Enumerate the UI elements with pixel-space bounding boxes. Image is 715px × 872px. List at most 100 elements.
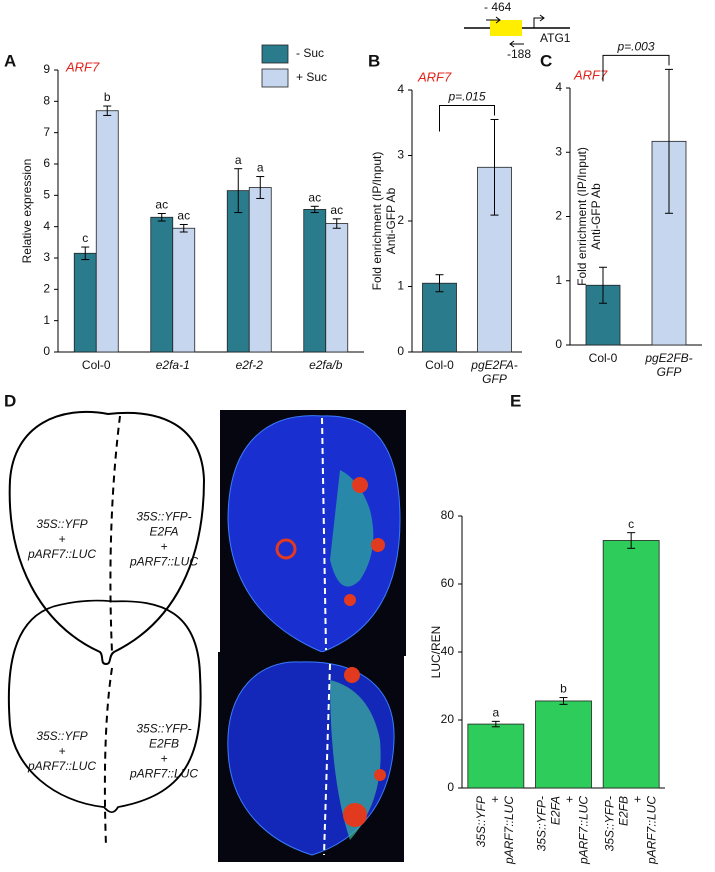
x-tick-label: GFP	[657, 365, 682, 379]
error-bar	[256, 176, 265, 199]
bar	[467, 723, 525, 789]
y-tick-label: 3	[397, 148, 404, 162]
y-axis-label: LUC/REN	[429, 626, 443, 679]
x-tick-label: pgE2FB-	[644, 351, 692, 365]
y-tick-label: 2	[555, 209, 562, 223]
error-bar	[599, 266, 607, 304]
y-tick-label: 2	[43, 282, 50, 296]
x-tick-label: +	[563, 796, 577, 803]
panel-label: C	[540, 51, 552, 70]
leaf-label: +	[160, 540, 167, 554]
error-bar	[559, 697, 568, 705]
y-tick-label: 20	[441, 712, 455, 726]
x-tick-label: +	[488, 796, 502, 803]
y-tick-label: 40	[441, 644, 455, 658]
error-bar	[179, 223, 188, 233]
x-tick-label: Col-0	[589, 351, 618, 365]
error-bar	[332, 218, 341, 229]
significance-bracket	[439, 104, 495, 132]
leaf-label: 35S::YFP	[36, 517, 87, 531]
panel-label: A	[4, 51, 16, 70]
bar	[73, 252, 97, 353]
y-tick-label: 8	[43, 94, 50, 108]
leaf-label: +	[58, 744, 65, 758]
x-tick-label: e2f-2	[236, 358, 264, 372]
y-tick-label: 1	[555, 273, 562, 287]
bar	[325, 223, 349, 353]
legend-swatch	[261, 68, 289, 88]
y-tick-label: 0	[555, 337, 562, 351]
significance-bracket	[602, 54, 670, 82]
x-tick-label: E2FA	[549, 796, 563, 825]
leaf-label: E2FB	[149, 737, 179, 751]
significance-label: ac	[308, 190, 321, 204]
error-bar	[435, 274, 444, 293]
p-value: p=.003	[616, 40, 654, 54]
y-tick-label: 9	[43, 62, 50, 76]
error-bar	[491, 720, 500, 728]
x-tick-label: 35S::YFP	[474, 796, 488, 847]
bar	[303, 209, 327, 353]
promoter-diagram: - 464 -188 ATG1	[464, 0, 571, 61]
significance-label: c	[628, 517, 634, 531]
promoter-label: - 464	[484, 0, 512, 14]
leaf-label: +	[160, 752, 167, 766]
y-tick-label: 3	[43, 250, 50, 264]
error-bar	[310, 205, 319, 214]
panel-label: E	[510, 391, 521, 410]
panel-label: B	[368, 51, 380, 70]
y-tick-label: 0	[397, 344, 404, 358]
y-tick-label: 4	[397, 82, 404, 96]
x-tick-label: pARF7::LUC	[644, 796, 658, 865]
significance-label: b	[104, 90, 111, 104]
legend-label: - Suc	[296, 46, 324, 60]
leaf-label: pARF7::LUC	[27, 547, 96, 561]
y-tick-label: 1	[397, 279, 404, 293]
error-bar	[490, 118, 499, 216]
y-axis-label: Fold enrichment (IP/Input)	[575, 147, 589, 286]
promoter-label: -188	[507, 47, 531, 61]
leaf-label: pARF7::LUC	[129, 767, 198, 781]
x-tick-label: 35S::YFP-	[535, 796, 549, 851]
y-tick-label: 1	[43, 313, 50, 327]
bar	[248, 187, 272, 353]
y-tick-label: 4	[43, 219, 50, 233]
luciferase-image	[218, 410, 406, 862]
x-tick-label: pARF7::LUC	[577, 796, 591, 865]
bar	[602, 540, 660, 789]
error-bar	[665, 68, 673, 214]
chart-title: ARF7	[65, 59, 100, 74]
y-tick-label: 7	[43, 125, 50, 139]
bar	[226, 190, 250, 353]
x-tick-label: e2fa-1	[156, 358, 190, 372]
chart-title: ARF7	[573, 67, 608, 82]
significance-label: b	[560, 682, 567, 696]
p-value: p=.015	[447, 90, 485, 104]
bar	[150, 216, 174, 353]
bar	[535, 700, 592, 789]
significance-label: a	[492, 706, 499, 720]
y-tick-label: 80	[441, 508, 455, 522]
significance-label: ac	[155, 198, 168, 212]
y-tick-label: 3	[555, 144, 562, 158]
x-tick-label: e2fa/b	[309, 358, 343, 372]
error-bar	[157, 213, 166, 222]
x-tick-label: E2FB	[616, 796, 630, 826]
x-tick-label: pARF7::LUC	[502, 796, 516, 865]
y-axis-label: Relative expression	[20, 159, 34, 264]
y-tick-label: 4	[555, 80, 562, 94]
legend-swatch	[261, 44, 289, 64]
significance-label: a	[257, 161, 264, 175]
y-tick-label: 5	[43, 188, 50, 202]
error-bar	[627, 532, 636, 549]
significance-label: a	[235, 153, 242, 167]
leaf-label: pARF7::LUC	[27, 759, 96, 773]
x-tick-label: 35S::YFP-	[602, 796, 616, 851]
leaf-label: +	[58, 532, 65, 546]
y-tick-label: 2	[397, 213, 404, 227]
significance-label: ac	[330, 203, 343, 217]
y-tick-label: 60	[441, 576, 455, 590]
leaf-label: 35S::YFP	[36, 729, 87, 743]
error-bar	[81, 246, 90, 261]
